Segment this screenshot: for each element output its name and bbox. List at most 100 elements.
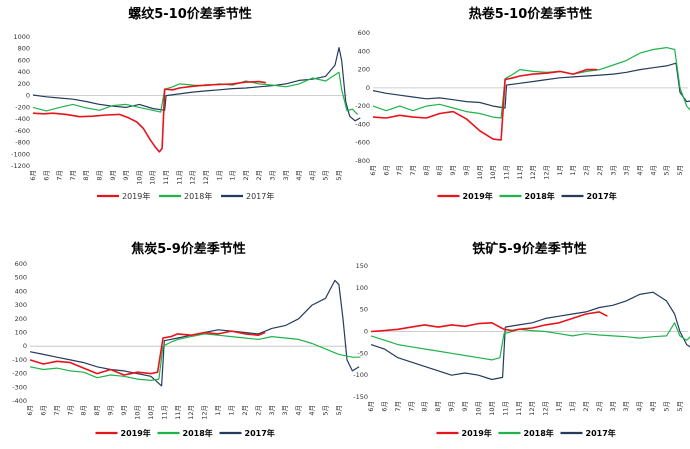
x-tick-label: 9月 bbox=[462, 165, 470, 176]
y-tick-label: 50 bbox=[360, 306, 368, 314]
y-tick-label: 400 bbox=[358, 47, 370, 55]
x-tick-label: 9月 bbox=[461, 401, 469, 412]
y-tick-label: 0 bbox=[26, 92, 30, 100]
x-tick-label: 12月 bbox=[543, 165, 551, 180]
x-tick-label: 2月 bbox=[583, 165, 591, 176]
chart-title: 螺纹5-10价差季节性 bbox=[128, 6, 252, 22]
x-tick-label: 2月 bbox=[596, 165, 604, 176]
x-tick-label: 4月 bbox=[636, 165, 644, 176]
series-line-2018年 bbox=[29, 333, 361, 381]
series-line-2017年 bbox=[29, 279, 360, 387]
x-tick-label: 1月 bbox=[569, 165, 577, 176]
x-tick-label: 10月 bbox=[476, 165, 484, 180]
x-tick-label: 10月 bbox=[147, 405, 155, 420]
x-tick-label: 3月 bbox=[622, 401, 630, 412]
x-tick-label: 5月 bbox=[322, 170, 330, 181]
x-tick-label: 5月 bbox=[335, 170, 343, 181]
x-tick-label: 5月 bbox=[335, 405, 343, 416]
x-tick-label: 12月 bbox=[542, 401, 550, 416]
x-tick-label: 6月 bbox=[29, 170, 37, 181]
x-tick-label: 2月 bbox=[255, 170, 263, 181]
y-tick-label: -600 bbox=[15, 127, 30, 135]
y-tick-label: 400 bbox=[15, 287, 27, 295]
x-tick-label: 11月 bbox=[502, 165, 510, 180]
y-tick-label: -200 bbox=[15, 103, 30, 111]
x-tick-label: 4月 bbox=[295, 170, 303, 181]
y-tick-label: 150 bbox=[356, 262, 368, 270]
x-tick-label: 11月 bbox=[175, 170, 183, 185]
x-tick-label: 5月 bbox=[676, 401, 684, 412]
y-tick-label: -100 bbox=[12, 356, 27, 364]
x-tick-label: 10月 bbox=[489, 165, 497, 180]
legend-label: 2017年 bbox=[586, 428, 616, 438]
x-tick-label: 1月 bbox=[568, 401, 576, 412]
x-tick-label: 4月 bbox=[649, 165, 657, 176]
x-tick-label: 8月 bbox=[434, 401, 442, 412]
x-tick-label: 7月 bbox=[396, 165, 404, 176]
x-tick-label: 6月 bbox=[26, 405, 34, 416]
chart-title: 热卷5-10价差季节性 bbox=[469, 6, 593, 22]
y-tick-label: -800 bbox=[355, 157, 370, 165]
x-tick-label: 7月 bbox=[407, 401, 415, 412]
y-tick-label: -200 bbox=[355, 102, 370, 110]
x-tick-label: 2月 bbox=[241, 405, 249, 416]
x-tick-label: 9月 bbox=[122, 170, 130, 181]
x-tick-label: 8月 bbox=[422, 165, 430, 176]
legend-label: 2018年 bbox=[525, 191, 555, 201]
x-tick-label: 3月 bbox=[609, 401, 617, 412]
series-line-2019年 bbox=[29, 330, 266, 376]
x-tick-label: 3月 bbox=[623, 165, 631, 176]
legend-label: 2018年 bbox=[184, 191, 212, 201]
y-tick-label: 800 bbox=[18, 45, 30, 53]
y-tick-label: -50 bbox=[357, 349, 368, 357]
x-tick-label: 1月 bbox=[555, 401, 563, 412]
series-line-2018年 bbox=[32, 71, 359, 115]
y-tick-label: 400 bbox=[18, 68, 30, 76]
y-tick-label: -400 bbox=[12, 397, 27, 405]
y-tick-label: 600 bbox=[18, 56, 30, 64]
y-tick-label: 0 bbox=[364, 328, 368, 336]
legend-label: 2018年 bbox=[183, 428, 213, 438]
x-tick-label: 8月 bbox=[96, 170, 104, 181]
y-tick-label: -800 bbox=[15, 139, 30, 147]
x-tick-label: 1月 bbox=[556, 165, 564, 176]
x-tick-label: 2月 bbox=[254, 405, 262, 416]
x-tick-label: 4月 bbox=[636, 401, 644, 412]
x-tick-label: 8月 bbox=[80, 405, 88, 416]
x-tick-label: 12月 bbox=[529, 165, 537, 180]
x-tick-label: 5月 bbox=[322, 405, 330, 416]
x-tick-label: 11月 bbox=[162, 170, 170, 185]
x-tick-label: 6月 bbox=[39, 405, 47, 416]
y-tick-label: -1000 bbox=[11, 150, 30, 158]
y-tick-label: 0 bbox=[366, 84, 370, 92]
x-tick-label: 5月 bbox=[663, 401, 671, 412]
x-tick-label: 12月 bbox=[189, 170, 197, 185]
x-tick-label: 12月 bbox=[187, 405, 195, 420]
series-line-2019年 bbox=[32, 80, 266, 153]
x-tick-label: 8月 bbox=[93, 405, 101, 416]
x-tick-label: 6月 bbox=[367, 401, 375, 412]
legend-label: 2017年 bbox=[245, 428, 275, 438]
x-tick-label: 8月 bbox=[82, 170, 90, 181]
y-tick-label: 200 bbox=[15, 315, 27, 323]
legend-label: 2018年 bbox=[524, 428, 554, 438]
series-line-2017年 bbox=[370, 291, 690, 381]
x-tick-label: 2月 bbox=[582, 401, 590, 412]
x-tick-label: 1月 bbox=[215, 170, 223, 181]
x-tick-label: 12月 bbox=[201, 405, 209, 420]
y-tick-label: 100 bbox=[356, 284, 368, 292]
x-tick-label: 10月 bbox=[133, 405, 141, 420]
x-tick-label: 2月 bbox=[595, 401, 603, 412]
series-line-2018年 bbox=[372, 46, 690, 119]
x-tick-label: 4月 bbox=[308, 405, 316, 416]
x-tick-label: 3月 bbox=[268, 170, 276, 181]
y-tick-label: -100 bbox=[353, 371, 368, 379]
x-tick-label: 8月 bbox=[436, 165, 444, 176]
x-tick-label: 5月 bbox=[676, 165, 684, 176]
x-tick-label: 10月 bbox=[135, 170, 143, 185]
x-tick-label: 12月 bbox=[202, 170, 210, 185]
x-tick-label: 6月 bbox=[382, 165, 390, 176]
